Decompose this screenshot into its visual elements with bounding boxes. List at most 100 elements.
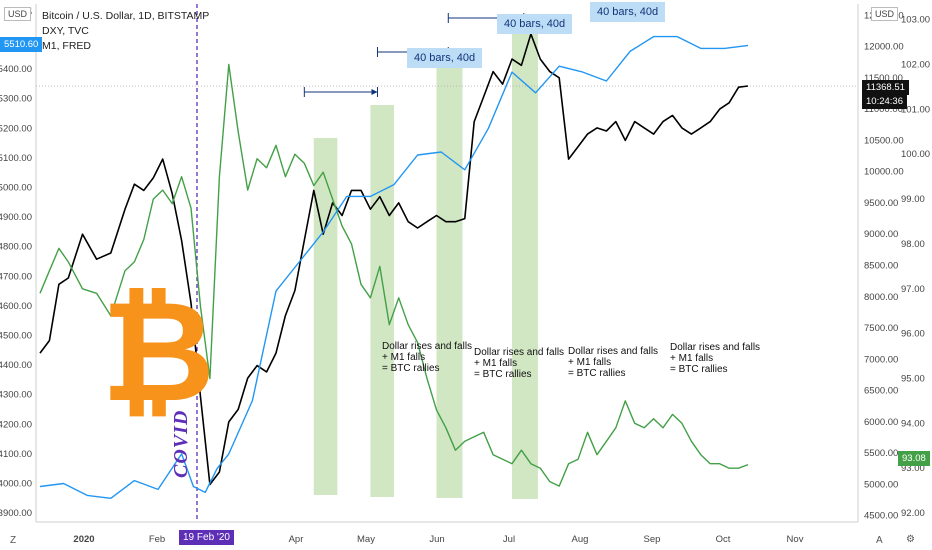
left-tick-label: 4500.00 <box>0 331 32 342</box>
annotation-1-line2: + M1 falls <box>382 352 426 363</box>
left-tick-label: 4000.00 <box>0 479 32 490</box>
right-btc-tick-label: 6500.00 <box>864 386 898 397</box>
annotation-4: Dollar rises and falls + M1 falls = BTC … <box>670 342 760 375</box>
right-dxy-tick-label: 93.00 <box>901 463 925 474</box>
highlight-zone-4 <box>512 22 538 499</box>
right-dxy-tick-label: 101.00 <box>901 104 930 115</box>
x-tick-label: Jul <box>503 534 515 545</box>
right-btc-tick-label: 10500.00 <box>864 135 904 146</box>
annotation-2-line2: + M1 falls <box>474 358 518 369</box>
x-tick-label: Oct <box>716 534 731 545</box>
series-line-dxy <box>39 63 749 487</box>
left-tick-label: 4600.00 <box>0 301 32 312</box>
annotation-1-line3: = BTC rallies <box>382 363 440 374</box>
right-dxy-tick-label: 100.00 <box>901 149 930 160</box>
left-tick-label: 3900.00 <box>0 508 32 519</box>
x-tick-label: Jun <box>429 534 444 545</box>
annotation-3-line2: + M1 falls <box>568 357 612 368</box>
left-tick-label: 4100.00 <box>0 449 32 460</box>
right-dxy-tick-label: 92.00 <box>901 508 925 519</box>
right-btc-tick-label: 11000.00 <box>864 104 903 115</box>
right-dxy-tick-label: 97.00 <box>901 284 925 295</box>
countdown-badge: 10:24:36 <box>862 94 907 109</box>
timezone-button[interactable]: Z <box>10 535 17 546</box>
bars-label-3: 40 bars, 40d <box>590 2 666 22</box>
right-btc-tick-label: 5000.00 <box>864 479 898 490</box>
x-tick-label: Aug <box>572 534 589 545</box>
dxy-value-badge: 93.08 <box>898 451 930 466</box>
left-tick-label: 4300.00 <box>0 390 32 401</box>
left-tick-label: 4900.00 <box>0 212 32 223</box>
m1-value-badge: 5510.60 <box>0 37 43 52</box>
x-tick-label: 2020 <box>73 534 94 545</box>
legend-m1[interactable]: M1, FRED <box>42 40 92 52</box>
x-tick-label: Apr <box>289 534 304 545</box>
left-currency-button[interactable]: USD <box>4 7 32 21</box>
axes: 55400.005300.005200.005100.005000.004900… <box>0 4 930 545</box>
highlight-zone-3 <box>436 53 463 498</box>
highlight-zone-1 <box>313 138 338 495</box>
right-dxy-tick-label: 98.00 <box>901 239 925 250</box>
right-btc-tick-label: 10000.00 <box>864 167 904 178</box>
right-btc-tick-label: 8000.00 <box>864 292 898 303</box>
x-tick-label: Sep <box>644 534 661 545</box>
auto-scale-button[interactable]: A <box>876 535 883 546</box>
x-tick-label: Feb <box>149 534 165 545</box>
right-btc-tick-label: 5500.00 <box>864 448 898 459</box>
annotation-3-line3: = BTC rallies <box>568 368 626 379</box>
annotation-1: Dollar rises and falls + M1 falls = BTC … <box>382 341 472 374</box>
bars-label-1: 40 bars, 40d <box>407 48 483 68</box>
right-currency-button[interactable]: USD <box>871 7 899 21</box>
bars-span-arrowhead <box>371 89 378 95</box>
bars-label-2: 40 bars, 40d <box>497 14 573 34</box>
series-lines <box>39 33 749 499</box>
right-dxy-tick-label: 103.00 <box>901 15 930 26</box>
right-dxy-tick-label: 99.00 <box>901 194 925 205</box>
right-btc-tick-label: 4500.00 <box>864 511 898 522</box>
right-dxy-tick-label: 95.00 <box>901 373 925 384</box>
legend-btc[interactable]: Bitcoin / U.S. Dollar, 1D, BITSTAMP <box>42 10 210 22</box>
annotation-2-line1: Dollar rises and falls <box>474 347 565 358</box>
highlight-zone-2 <box>370 105 394 497</box>
left-tick-label: 4200.00 <box>0 419 32 430</box>
covid-date-badge: 19 Feb '20 <box>179 530 234 545</box>
right-btc-tick-label: 9000.00 <box>864 229 898 240</box>
left-tick-label: 5100.00 <box>0 153 32 164</box>
right-dxy-tick-label: 96.00 <box>901 329 925 340</box>
bitcoin-logo-icon: ₿ <box>101 271 216 434</box>
x-tick-label: May <box>357 534 375 545</box>
left-tick-label: 4700.00 <box>0 271 32 282</box>
right-btc-tick-label: 7000.00 <box>864 354 898 365</box>
left-tick-label: 5200.00 <box>0 123 32 134</box>
right-btc-tick-label: 8500.00 <box>864 261 898 272</box>
left-tick-label: 4400.00 <box>0 360 32 371</box>
settings-gear-icon[interactable]: ⚙ <box>906 534 915 545</box>
x-tick-label: Nov <box>787 534 804 545</box>
annotation-3-line1: Dollar rises and falls <box>568 346 659 357</box>
right-btc-tick-label: 9500.00 <box>864 198 898 209</box>
right-btc-tick-label: 12000.00 <box>864 42 904 53</box>
right-btc-tick-label: 6000.00 <box>864 417 898 428</box>
annotation-4-line1: Dollar rises and falls <box>670 342 761 353</box>
annotation-2: Dollar rises and falls + M1 falls = BTC … <box>474 347 564 380</box>
annotation-1-line1: Dollar rises and falls <box>382 341 473 352</box>
annotation-4-line2: + M1 falls <box>670 353 714 364</box>
annotation-2-line3: = BTC rallies <box>474 369 532 380</box>
left-tick-label: 5300.00 <box>0 94 32 105</box>
btc-price-badge: 11368.51 <box>862 80 909 95</box>
annotation-3: Dollar rises and falls + M1 falls = BTC … <box>568 346 658 379</box>
left-tick-label: 4800.00 <box>0 242 32 253</box>
annotation-4-line3: = BTC rallies <box>670 364 728 375</box>
left-tick-label: 5400.00 <box>0 64 32 75</box>
series-line-m1 <box>39 35 749 499</box>
right-btc-tick-label: 11500.00 <box>864 73 903 84</box>
right-dxy-tick-label: 94.00 <box>901 418 925 429</box>
chart-legend: Bitcoin / U.S. Dollar, 1D, BITSTAMP DXY,… <box>42 9 209 54</box>
legend-dxy[interactable]: DXY, TVC <box>42 25 89 37</box>
right-dxy-tick-label: 102.00 <box>901 60 930 71</box>
highlight-zones <box>313 22 538 499</box>
left-tick-label: 5000.00 <box>0 183 32 194</box>
series-line-btc <box>39 33 749 486</box>
